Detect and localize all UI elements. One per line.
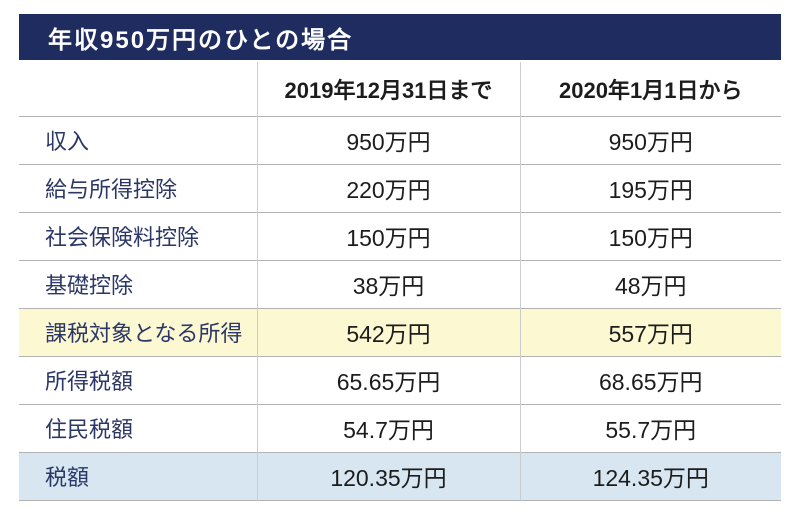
row-value-before: 150万円 bbox=[257, 212, 521, 260]
table-row: 税額 120.35万円 124.35万円 bbox=[19, 452, 781, 500]
row-value-before: 120.35万円 bbox=[257, 452, 521, 500]
row-value-after: 150万円 bbox=[608, 225, 693, 251]
row-value-after: 48万円 bbox=[614, 273, 687, 299]
header-cell-label bbox=[19, 62, 258, 116]
row-value-after: 124.35万円 bbox=[520, 452, 781, 500]
row-label: 社会保険料控除 bbox=[19, 212, 258, 260]
row-value-before: 542万円 bbox=[257, 308, 521, 356]
tax-comparison-table: 2019年12月31日まで 2020年1月1日から 収入 950万円 950万円… bbox=[19, 62, 781, 501]
row-label: 税額 bbox=[19, 452, 258, 500]
title-bar: 年収950万円のひとの場合 bbox=[19, 14, 781, 60]
row-value-after: 950万円 bbox=[608, 129, 693, 155]
row-value-after: 557万円 bbox=[520, 308, 781, 356]
row-label: 収入 bbox=[19, 116, 258, 164]
table-row: 基礎控除 38万円 48万円 bbox=[19, 260, 781, 308]
table-row: 給与所得控除 220万円 195万円 bbox=[19, 164, 781, 212]
header-cell-after: 2020年1月1日から bbox=[559, 77, 743, 103]
row-label: 給与所得控除 bbox=[19, 164, 258, 212]
table-header: 2019年12月31日まで 2020年1月1日から bbox=[19, 62, 781, 116]
header-cell-before: 2019年12月31日まで bbox=[257, 62, 521, 116]
row-value-before: 38万円 bbox=[257, 260, 521, 308]
row-label: 課税対象となる所得 bbox=[19, 308, 258, 356]
table-row: 所得税額 65.65万円 68.65万円 bbox=[19, 356, 781, 404]
table-body: 収入 950万円 950万円 給与所得控除 220万円 195万円 社会保険料控… bbox=[19, 116, 781, 500]
row-value-before: 54.7万円 bbox=[257, 404, 521, 452]
table-row: 住民税額 54.7万円 55.7万円 bbox=[19, 404, 781, 452]
row-value-before: 65.65万円 bbox=[257, 356, 521, 404]
row-label: 住民税額 bbox=[19, 404, 258, 452]
row-label: 基礎控除 bbox=[19, 260, 258, 308]
row-value-after: 68.65万円 bbox=[598, 369, 703, 395]
row-label: 所得税額 bbox=[19, 356, 258, 404]
row-value-before: 220万円 bbox=[257, 164, 521, 212]
row-value-after: 195万円 bbox=[608, 177, 693, 203]
row-value-before: 950万円 bbox=[257, 116, 521, 164]
header-row: 2019年12月31日まで 2020年1月1日から bbox=[19, 62, 781, 116]
table-row: 収入 950万円 950万円 bbox=[19, 116, 781, 164]
row-value-after: 55.7万円 bbox=[605, 417, 697, 443]
page-title: 年収950万円のひとの場合 bbox=[48, 26, 354, 54]
table-row: 課税対象となる所得 542万円 557万円 bbox=[19, 308, 781, 356]
table-row: 社会保険料控除 150万円 150万円 bbox=[19, 212, 781, 260]
